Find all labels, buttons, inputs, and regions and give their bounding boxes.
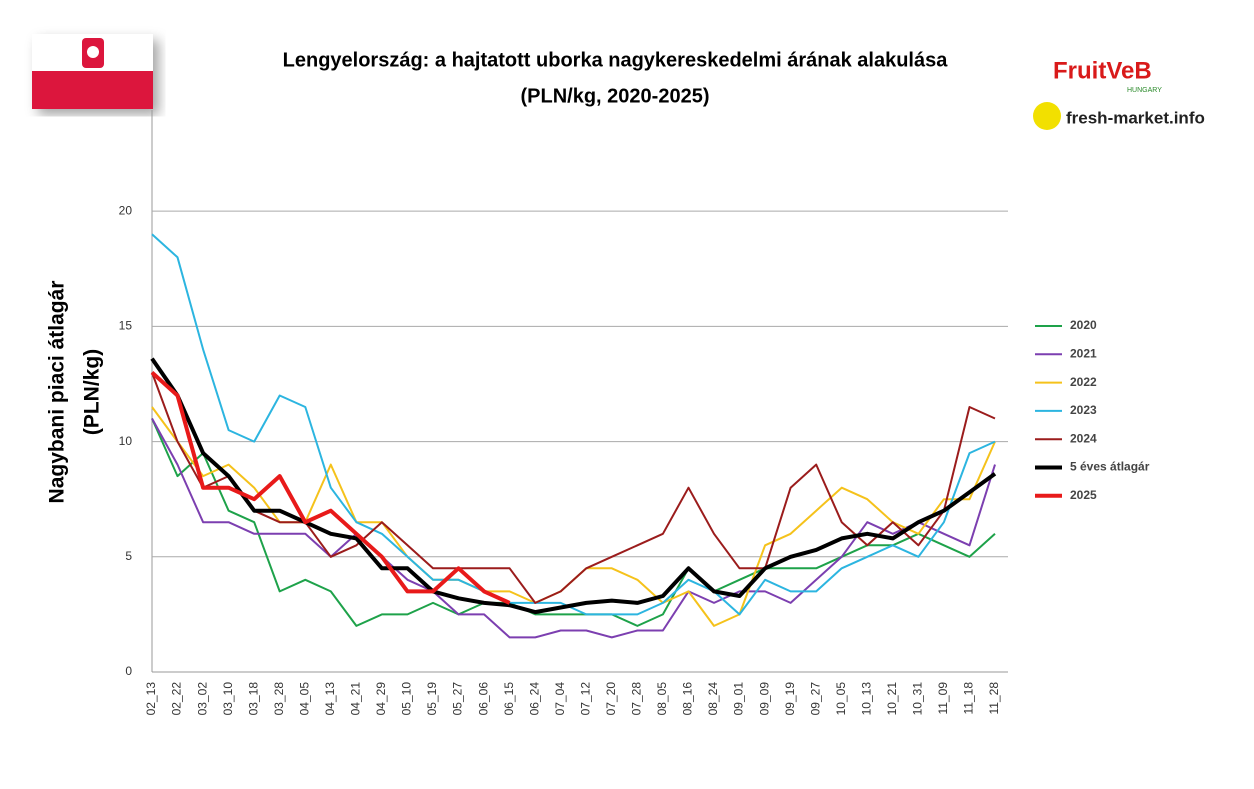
x-tick-label: 11_28 — [987, 682, 1001, 715]
x-tick-label: 07_12 — [578, 682, 592, 716]
logo: FruitVeB HUNGARY fresh-market.info — [1033, 57, 1205, 130]
x-tick-label: 08_16 — [681, 682, 695, 716]
y-axis-label: Nagybani piaci átlagár — [46, 281, 69, 504]
x-tick-label: 05_10 — [400, 682, 414, 716]
y-tick-label: 5 — [125, 549, 132, 563]
series-line — [151, 418, 996, 639]
x-tick-label: 04_05 — [297, 682, 311, 716]
flag — [32, 34, 153, 109]
x-tick-label: 03_10 — [221, 682, 235, 716]
x-tick-label: 03_28 — [272, 682, 286, 716]
legend-label: 5 éves átlagár — [1070, 460, 1150, 474]
y-tick-label: 10 — [119, 434, 133, 448]
x-tick-label: 05_19 — [425, 682, 439, 716]
series-line — [150, 357, 997, 615]
x-tick-label: 04_29 — [374, 682, 388, 716]
y-axis-label: (PLN/kg) — [81, 349, 104, 435]
x-tick-label: 02_13 — [144, 682, 158, 716]
x-tick-label: 06_06 — [476, 682, 490, 716]
x-tick-label: 11_18 — [962, 682, 976, 715]
series-line — [151, 406, 996, 627]
chart-subtitle: (PLN/kg, 2020-2025) — [521, 85, 710, 107]
x-tick-label: 09_19 — [783, 682, 797, 716]
x-tick-label: 07_04 — [553, 682, 567, 716]
x-tick-label: 09_27 — [808, 682, 822, 716]
x-tick-label: 08_24 — [706, 682, 720, 716]
x-tick-label: 05_27 — [451, 682, 465, 716]
legend-label: 2020 — [1070, 318, 1097, 332]
series-line — [151, 233, 996, 616]
y-tick-label: 15 — [119, 319, 133, 333]
x-tick-label: 09_09 — [757, 682, 771, 716]
logo-main: FruitVeB — [1053, 57, 1152, 84]
series-line — [151, 372, 996, 604]
x-tick-label: 08_05 — [655, 682, 669, 716]
x-tick-label: 09_01 — [732, 682, 746, 716]
series-line — [150, 371, 511, 605]
x-tick-label: 07_20 — [604, 682, 618, 716]
x-tick-label: 11_09 — [936, 682, 950, 715]
x-tick-label: 10_21 — [885, 682, 899, 716]
y-tick-label: 20 — [119, 203, 133, 217]
x-tick-label: 06_15 — [502, 682, 516, 716]
chart-title: Lengyelország: a hajtatott uborka nagyke… — [283, 49, 949, 71]
x-tick-label: 10_31 — [911, 682, 925, 716]
x-tick-label: 04_21 — [349, 682, 363, 716]
x-tick-label: 10_13 — [859, 682, 873, 716]
legend-label: 2025 — [1070, 488, 1097, 502]
legend-label: 2021 — [1070, 346, 1097, 360]
x-tick-label: 02_22 — [170, 682, 184, 716]
legend-label: 2022 — [1070, 375, 1097, 389]
logo-2: fresh-market.info — [1066, 108, 1205, 127]
legend-label: 2024 — [1070, 431, 1097, 445]
x-tick-label: 04_13 — [323, 682, 337, 716]
x-tick-label: 07_28 — [630, 682, 644, 716]
x-tick-label: 03_18 — [246, 682, 260, 716]
series-line — [151, 418, 996, 627]
x-tick-label: 03_02 — [195, 682, 209, 716]
x-tick-label: 10_05 — [834, 682, 848, 716]
logo-sub: HUNGARY — [1127, 87, 1162, 94]
x-tick-label: 06_24 — [527, 682, 541, 716]
y-tick-label: 0 — [125, 664, 132, 678]
legend-label: 2023 — [1070, 403, 1097, 417]
